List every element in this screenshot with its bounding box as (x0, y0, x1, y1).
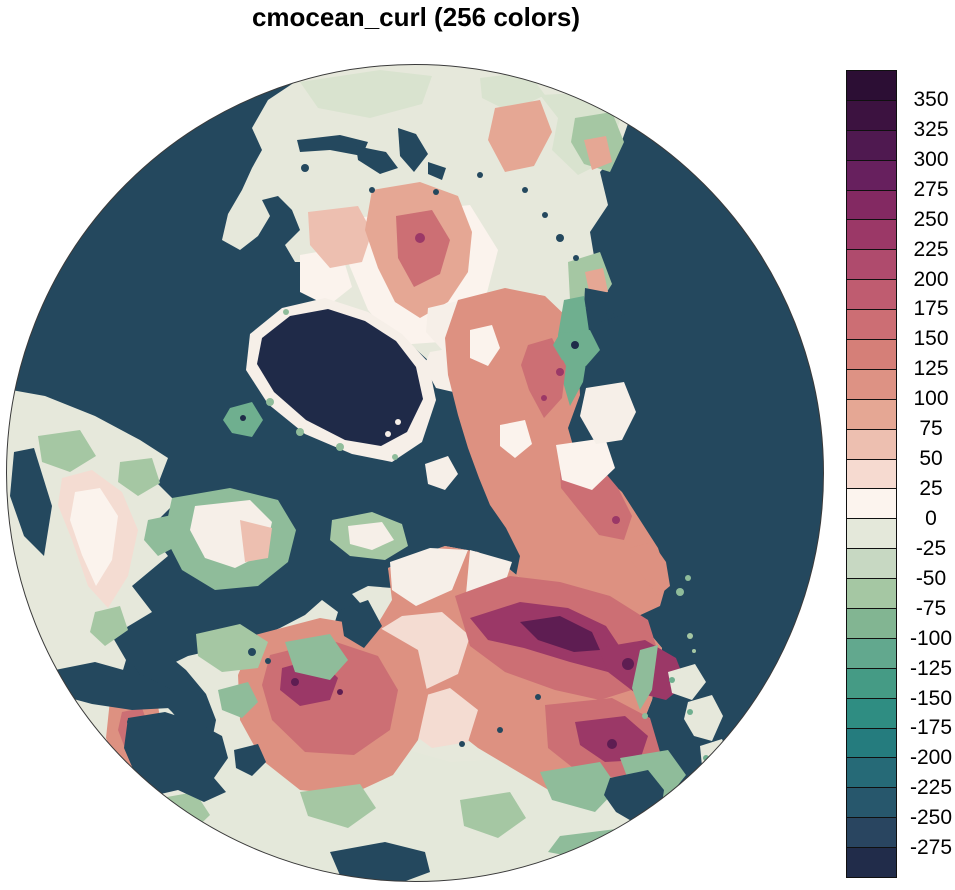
colorbar-box (847, 399, 896, 430)
siberia-darkest-ridge (520, 616, 654, 749)
colorbar-tick-label: -50 (915, 566, 947, 590)
colorbar-tick-label: -200 (909, 746, 953, 770)
colorbar-tick-label: -250 (909, 806, 953, 830)
colorbar-box (847, 848, 896, 878)
north-america-mountain-core (396, 210, 450, 287)
novaya-island (425, 456, 458, 490)
colorbar-tick-label: 175 (913, 297, 949, 321)
colorbar-box (847, 609, 896, 639)
black-sea (234, 744, 266, 776)
map-boundary-circle (6, 64, 824, 882)
colorbar-tick-label: 150 (913, 327, 949, 351)
colorbar-box (847, 340, 896, 370)
kola-core (348, 522, 394, 550)
map-wrap (6, 64, 824, 882)
scandinavia-channel (10, 448, 52, 556)
iceland-core (240, 415, 246, 421)
polar-map (6, 64, 824, 882)
colorbar-tick-label: 250 (913, 207, 949, 231)
colorbar-box (847, 579, 896, 610)
mediterranean-sea (124, 712, 228, 802)
north-america-blush (308, 206, 372, 268)
colorbar-box (847, 429, 896, 460)
colorbar-box (847, 788, 896, 819)
colorbar-box (847, 190, 896, 221)
colorbar-tick-label: 275 (913, 177, 949, 201)
colorbar-tick-label: 0 (925, 506, 937, 530)
baltic-sea (134, 640, 216, 740)
colorbar-tick-label: -75 (915, 596, 947, 620)
colorbar-tick-label: -125 (909, 656, 953, 680)
island-cream-east (580, 382, 636, 444)
colorbar-tick-label: 125 (913, 357, 949, 381)
colorbar-box (847, 698, 896, 729)
colorbar-box (847, 728, 896, 759)
inland-seas (10, 448, 664, 882)
colorbar-tick-label: 200 (913, 267, 949, 291)
north-america-lakes (297, 128, 626, 322)
colorbar-tick-label: -25 (915, 536, 947, 560)
colorbar-box (847, 100, 896, 131)
west-isle (144, 515, 179, 556)
colorbar-tick-label: 25 (919, 477, 943, 501)
colorbar-box (847, 638, 896, 669)
kamchatka (630, 542, 670, 596)
colorbar-tick-label: -150 (909, 686, 953, 710)
greenland-specks (385, 419, 401, 437)
north-america-peak (415, 233, 425, 243)
colorbar-tick-label: 300 (913, 147, 949, 171)
scandinavia-green (38, 430, 160, 646)
colorbar-box (847, 758, 896, 789)
colorbar-box (847, 489, 896, 520)
colorbar-box (847, 160, 896, 191)
white-sea (340, 600, 382, 648)
colorbar-tick-label: 325 (913, 117, 949, 141)
colorbar-tick-label: 75 (919, 417, 943, 441)
bering-island-core (571, 341, 579, 349)
plot-title: cmocean_curl (256 colors) (251, 2, 581, 32)
colorbar-ticks: 350 325 300 275 250 225 200 175 150 125 100 75 50 25 0… (898, 0, 955, 890)
colorbar-box (847, 250, 896, 281)
greenland-icecap (257, 309, 423, 446)
colorbar-tick-label: -175 (909, 716, 953, 740)
band-maroon-dots (541, 368, 620, 524)
colorbar-tick-label: 225 (913, 237, 949, 261)
colorbar-box (847, 818, 896, 849)
scandinavia-ridge-core (70, 488, 118, 586)
colorbar-box (847, 369, 896, 400)
colorbar (846, 70, 897, 878)
colorbar-tick-label: -100 (909, 626, 953, 650)
colorbar-tick-label: 50 (919, 447, 943, 471)
colorbar-box (847, 280, 896, 311)
colorbar-box (847, 220, 896, 251)
colorbar-tick-label: 100 (913, 387, 949, 411)
band-white-patches (470, 325, 615, 490)
colorbar-box (847, 71, 896, 101)
colorbar-tick-label: 350 (913, 88, 949, 111)
colorbar-box (847, 549, 896, 580)
colorbar-tick-label: -225 (909, 776, 953, 800)
colorbar-box (847, 459, 896, 490)
north-sea (45, 662, 176, 710)
sw-asia-peaks (291, 678, 343, 695)
colorbar-box (847, 130, 896, 161)
colorbar-box (847, 310, 896, 341)
british-isles-blush (240, 520, 272, 562)
colorbar-box (847, 519, 896, 550)
south-dark-sea (330, 842, 430, 882)
colorbar-tick-label: -275 (909, 836, 953, 860)
colorbar-box (847, 668, 896, 699)
